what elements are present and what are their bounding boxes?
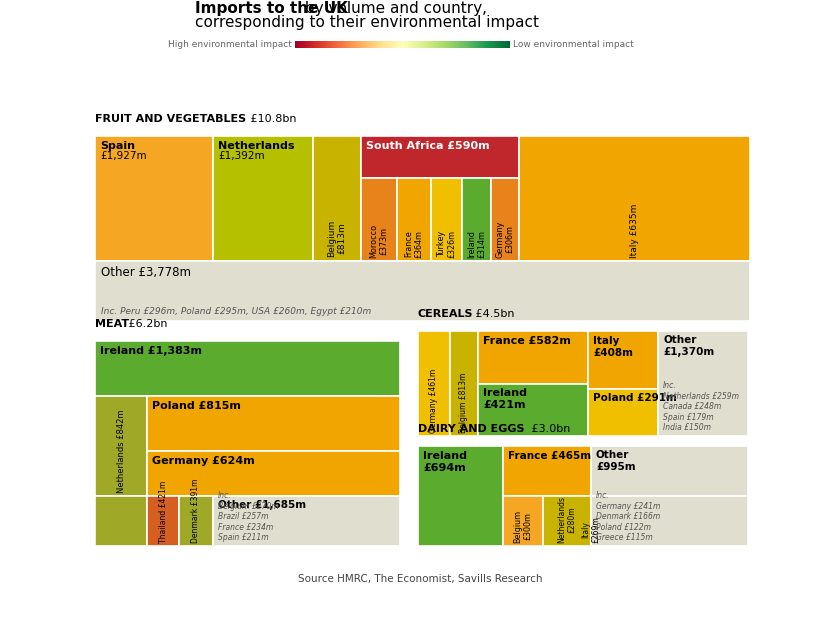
Bar — [591, 496, 748, 546]
Text: Inc.
Netherlands £259m
Canada £248m
Spain £179m
India £150m: Inc. Netherlands £259m Canada £248m Spai… — [663, 381, 739, 432]
Bar — [503, 496, 543, 546]
Text: Ireland
£694m: Ireland £694m — [423, 451, 467, 473]
Bar — [95, 396, 147, 496]
Text: Italy £635m: Italy £635m — [630, 204, 639, 258]
Bar — [213, 496, 400, 546]
Bar — [361, 136, 519, 178]
Bar — [591, 446, 748, 496]
Text: £1,392m: £1,392m — [218, 151, 265, 161]
Text: MEAT: MEAT — [95, 319, 129, 329]
Bar — [147, 396, 400, 451]
Bar — [418, 446, 503, 546]
Bar — [478, 384, 588, 436]
Text: Germany £461m: Germany £461m — [429, 369, 438, 433]
Text: Turkey
£326m: Turkey £326m — [437, 230, 456, 258]
Text: DAIRY AND EGGS: DAIRY AND EGGS — [418, 424, 524, 434]
Text: Inc.
Germany £241m
Denmark £166m
Poland £122m
Greece £115m: Inc. Germany £241m Denmark £166m Poland … — [596, 491, 660, 542]
Bar — [503, 446, 591, 496]
Text: Other
£1,370m: Other £1,370m — [663, 335, 714, 356]
Bar — [213, 136, 313, 261]
Text: FRUIT AND VEGETABLES: FRUIT AND VEGETABLES — [95, 114, 246, 124]
Text: Denmark £391m: Denmark £391m — [192, 479, 201, 543]
Text: South Africa £590m: South Africa £590m — [366, 141, 490, 151]
Bar — [543, 496, 591, 546]
Text: Ireland
£421m: Ireland £421m — [483, 389, 527, 410]
Text: Imports to the UK: Imports to the UK — [195, 1, 348, 16]
Bar — [418, 331, 450, 436]
Text: Other £3,778m: Other £3,778m — [101, 266, 191, 279]
Bar — [588, 389, 658, 436]
Bar — [478, 331, 588, 384]
Bar — [95, 341, 400, 396]
Text: Inc. Peru £296m, Poland £295m, USA £260m, Egypt £210m: Inc. Peru £296m, Poland £295m, USA £260m… — [101, 307, 371, 316]
Text: Belgium £813m: Belgium £813m — [459, 373, 469, 433]
Text: £1,927m: £1,927m — [100, 151, 147, 161]
Text: Belgium
£813m: Belgium £813m — [328, 220, 347, 257]
Bar — [147, 451, 400, 496]
Text: Inc.
Belgium £270m
Brazil £257m
France £234m
Spain £211m: Inc. Belgium £270m Brazil £257m France £… — [218, 491, 279, 542]
Bar — [450, 331, 478, 436]
Text: £10.8bn: £10.8bn — [247, 114, 297, 124]
Text: £4.5bn: £4.5bn — [472, 309, 514, 319]
Bar — [179, 496, 213, 546]
Text: CEREALS: CEREALS — [418, 309, 474, 319]
Text: Germany £624m: Germany £624m — [152, 456, 255, 466]
Text: High environmental impact: High environmental impact — [168, 40, 292, 49]
Text: Ireland £1,383m: Ireland £1,383m — [100, 346, 202, 356]
Bar — [95, 496, 147, 546]
Bar — [431, 178, 462, 261]
Text: Low environmental impact: Low environmental impact — [513, 40, 633, 49]
Text: Germany
£306m: Germany £306m — [496, 220, 515, 258]
Text: Morocco
£373m: Morocco £373m — [370, 224, 389, 258]
Text: Other £1,685m: Other £1,685m — [218, 500, 306, 510]
Text: Ireland
£314m: Ireland £314m — [467, 230, 486, 258]
Bar — [397, 178, 431, 261]
Text: £3.0bn: £3.0bn — [528, 424, 570, 434]
Text: Italy
£408m: Italy £408m — [593, 336, 633, 358]
Text: Thailand £421m: Thailand £421m — [159, 481, 167, 543]
Text: France £582m: France £582m — [483, 336, 571, 346]
Text: £6.2bn: £6.2bn — [125, 319, 167, 329]
Bar — [462, 178, 491, 261]
Bar — [519, 136, 750, 261]
Bar — [95, 261, 750, 321]
Bar — [313, 136, 361, 261]
Bar — [361, 178, 397, 261]
Text: Italy
£269m: Italy £269m — [581, 516, 601, 543]
Text: Netherlands: Netherlands — [218, 141, 295, 151]
Text: Netherlands
£280m: Netherlands £280m — [557, 496, 577, 543]
Text: corresponding to their environmental impact: corresponding to their environmental imp… — [195, 15, 539, 30]
Text: Poland £291m: Poland £291m — [593, 392, 677, 403]
Bar — [658, 331, 748, 436]
Text: by volume and country,: by volume and country, — [300, 1, 487, 16]
Text: Source HMRC, The Economist, Savills Research: Source HMRC, The Economist, Savills Rese… — [297, 574, 543, 584]
Bar — [147, 496, 179, 546]
Bar — [95, 136, 213, 261]
Text: Poland £815m: Poland £815m — [152, 401, 241, 411]
Text: France
£364m: France £364m — [404, 230, 423, 258]
Text: Netherlands £842m: Netherlands £842m — [117, 409, 125, 493]
Text: Other
£995m: Other £995m — [596, 450, 636, 471]
Text: Belgium
£300m: Belgium £300m — [513, 510, 533, 543]
Bar — [491, 178, 519, 261]
Text: France £465m: France £465m — [508, 451, 591, 461]
Text: Spain: Spain — [100, 141, 135, 151]
Bar — [588, 331, 658, 389]
